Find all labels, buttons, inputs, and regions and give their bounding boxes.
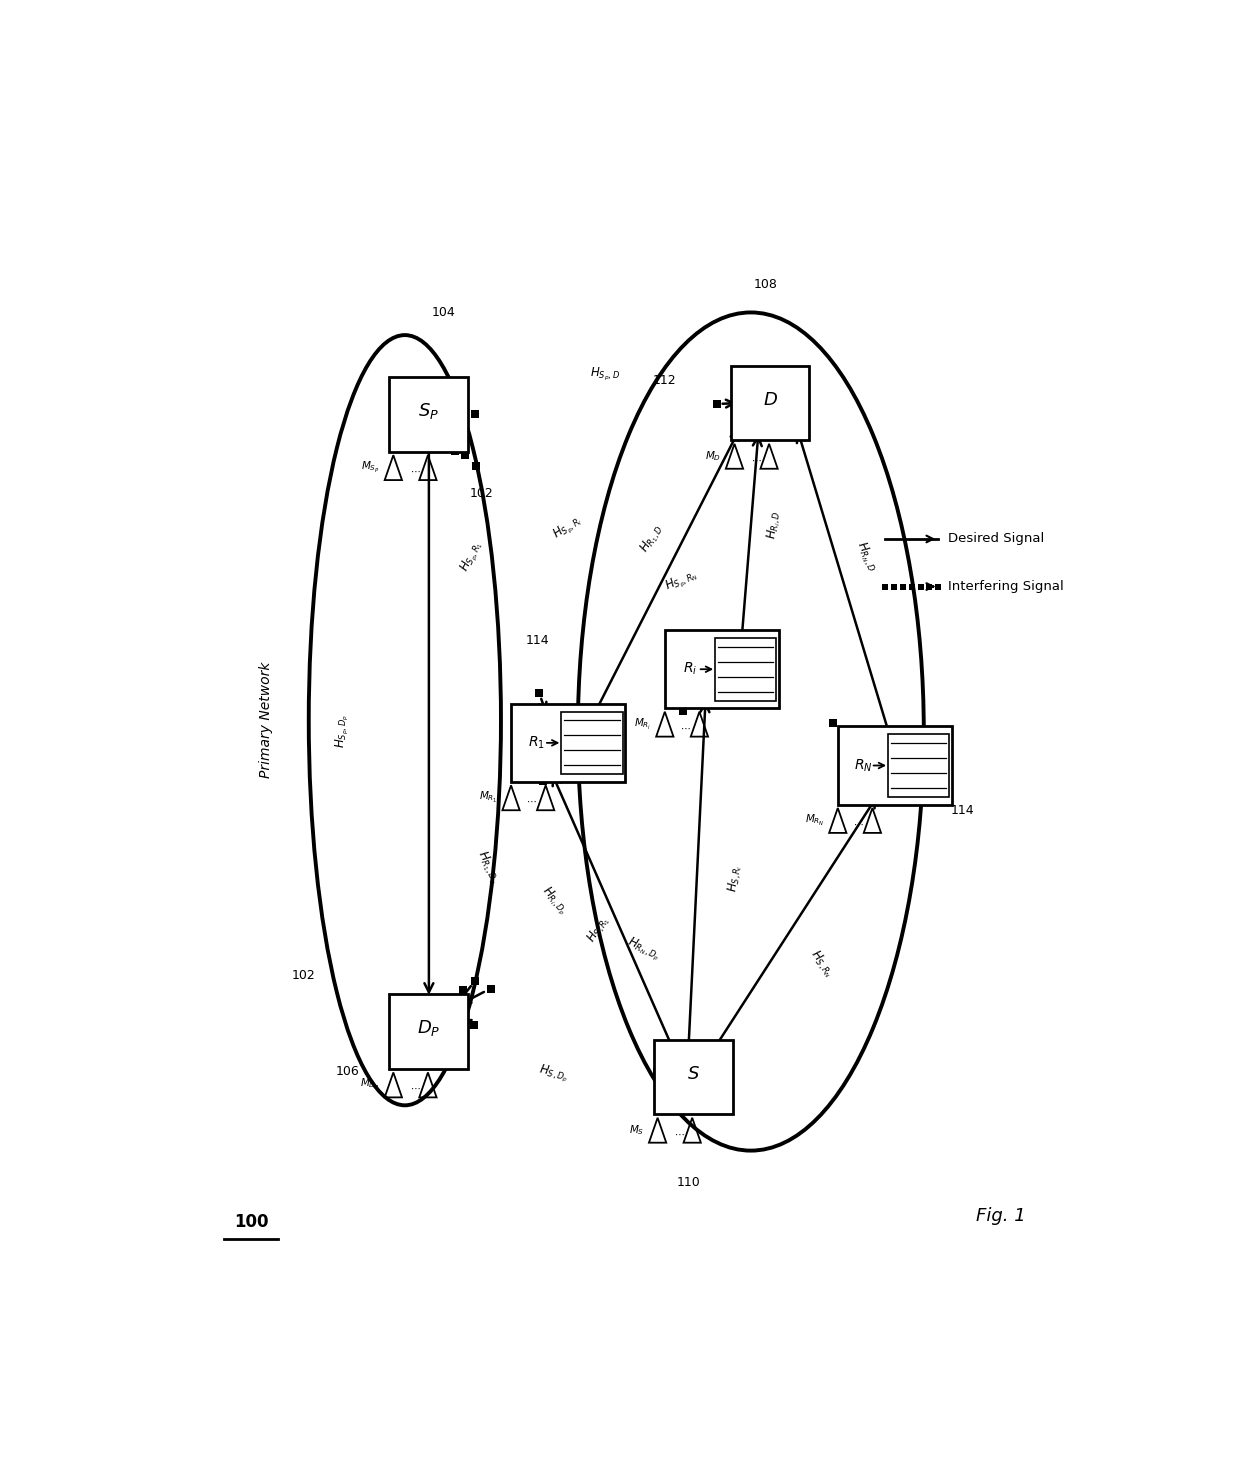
Text: 114: 114: [950, 805, 975, 818]
Text: Primary Network: Primary Network: [258, 662, 273, 778]
Text: $\cdots$: $\cdots$: [675, 1128, 684, 1139]
Text: 112: 112: [652, 374, 676, 387]
Text: $H_{S_p,R_i}$: $H_{S_p,R_i}$: [551, 512, 587, 544]
Text: Desired Signal: Desired Signal: [947, 533, 1044, 546]
Text: 114: 114: [526, 634, 549, 647]
Text: $\cdots$: $\cdots$: [681, 722, 691, 733]
Text: $H_{R_1,D}$: $H_{R_1,D}$: [636, 522, 667, 556]
Text: $R_i$: $R_i$: [683, 660, 697, 678]
FancyBboxPatch shape: [888, 734, 950, 797]
FancyBboxPatch shape: [665, 630, 779, 709]
Text: $M_{R_1}$: $M_{R_1}$: [479, 790, 497, 805]
Text: $H_{S_p,D_p}$: $H_{S_p,D_p}$: [334, 715, 351, 749]
Text: $H_{S_p,D}$: $H_{S_p,D}$: [590, 366, 620, 384]
Text: $H_{R_i,D_p}$: $H_{R_i,D_p}$: [537, 884, 572, 919]
FancyBboxPatch shape: [562, 712, 622, 774]
Text: $\cdots$: $\cdots$: [853, 819, 864, 828]
Text: $\cdots$: $\cdots$: [751, 455, 761, 465]
FancyBboxPatch shape: [511, 703, 625, 783]
FancyBboxPatch shape: [389, 994, 469, 1069]
FancyBboxPatch shape: [715, 638, 776, 700]
FancyBboxPatch shape: [653, 1040, 733, 1115]
Text: $R_1$: $R_1$: [528, 734, 544, 752]
Text: $M_{D_P}$: $M_{D_P}$: [361, 1077, 379, 1093]
Text: Interfering Signal: Interfering Signal: [947, 580, 1064, 593]
Text: $H_{S_p,R_N}$: $H_{S_p,R_N}$: [662, 566, 701, 596]
FancyBboxPatch shape: [730, 366, 810, 440]
Text: Fig. 1: Fig. 1: [976, 1208, 1025, 1225]
FancyBboxPatch shape: [838, 727, 952, 805]
Text: $\cdots$: $\cdots$: [527, 796, 537, 806]
Text: $S_P$: $S_P$: [418, 402, 439, 421]
Text: 100: 100: [234, 1214, 268, 1231]
Text: $H_{S,R_i}$: $H_{S,R_i}$: [725, 863, 745, 893]
Text: $M_S$: $M_S$: [629, 1124, 644, 1137]
Text: $M_{S_P}$: $M_{S_P}$: [361, 460, 379, 475]
Text: 108: 108: [753, 278, 777, 291]
Text: $M_{R_N}$: $M_{R_N}$: [805, 813, 825, 828]
Text: $H_{R_i,D}$: $H_{R_i,D}$: [764, 510, 784, 540]
Text: $R_N$: $R_N$: [853, 758, 872, 774]
Text: $\cdots$: $\cdots$: [409, 1083, 420, 1093]
Text: $D_P$: $D_P$: [417, 1018, 440, 1039]
Text: $H_{S,R_N}$: $H_{S,R_N}$: [806, 947, 838, 981]
Text: $M_{R_i}$: $M_{R_i}$: [634, 716, 651, 731]
Text: $H_{R_N,D_p}$: $H_{R_N,D_p}$: [624, 934, 662, 964]
FancyBboxPatch shape: [389, 377, 469, 452]
Text: $H_{S,D_p}$: $H_{S,D_p}$: [537, 1062, 570, 1086]
Text: $H_{R_1,D_p}$: $H_{R_1,D_p}$: [472, 849, 503, 887]
Text: $H_{S_p,R_1}$: $H_{S_p,R_1}$: [458, 537, 487, 575]
Text: $H_{S,R_1}$: $H_{S,R_1}$: [584, 913, 614, 946]
Text: 110: 110: [677, 1175, 701, 1189]
Text: 102: 102: [293, 968, 316, 981]
Text: 104: 104: [432, 306, 455, 319]
Text: $\cdots$: $\cdots$: [409, 466, 420, 477]
Text: $H_{R_N,D}$: $H_{R_N,D}$: [852, 538, 880, 574]
Text: $D$: $D$: [763, 391, 777, 409]
Text: 106: 106: [335, 1065, 360, 1078]
Text: 102: 102: [470, 487, 494, 500]
Text: $S$: $S$: [687, 1065, 699, 1083]
Text: $M_D$: $M_D$: [704, 449, 720, 463]
